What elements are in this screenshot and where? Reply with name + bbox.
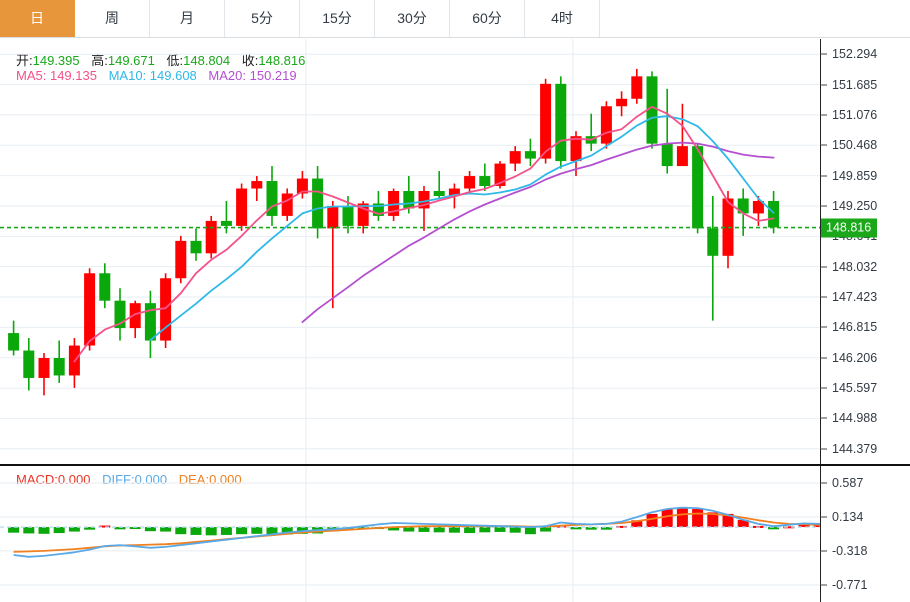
price-axis-label: 151.685 [832,77,878,92]
ohlc-legend: 开:149.395 高:149.671 低:148.804 收:148.816 [16,50,305,69]
tab-0[interactable]: 日 [0,0,75,37]
close-value: 148.816 [258,53,306,68]
macd-axis-label: 0.587 [832,475,864,490]
macd-tick-dash [820,550,827,552]
macd-axis-line [820,466,821,602]
price-tick-dash [820,357,827,359]
current-price-badge: 148.816 [821,218,878,238]
price-tick-dash [820,326,827,328]
tab-4[interactable]: 15分 [300,0,375,37]
price-axis-label: 150.468 [832,138,878,153]
price-axis-label: 149.859 [832,168,878,183]
ma10-label: MA10: [108,68,147,83]
price-tick-dash [820,387,827,389]
ma5-label: MA5: [16,68,47,83]
price-tick-dash [820,296,827,298]
price-axis-label: 144.988 [832,411,878,426]
open-value: 149.395 [32,53,80,68]
macd-axis-label: -0.318 [832,543,868,558]
price-axis-label: 152.294 [832,47,878,62]
price-tick-dash [820,53,827,55]
macd-axis-label: 0.134 [832,509,864,524]
price-tick-dash [820,205,827,207]
macd-plot [0,466,820,602]
low-value: 148.804 [183,53,231,68]
high-value: 149.671 [107,53,155,68]
tab-5[interactable]: 30分 [375,0,450,37]
macd-axis: 0.587 0.134 -0.318 -0.771 [820,466,910,602]
tab-7[interactable]: 4时 [525,0,600,37]
ma5-value: 149.135 [49,68,97,83]
price-axis-label: 148.032 [832,259,878,274]
macd-chart-pane[interactable] [0,466,820,602]
timeframe-tabbar: 日周月 5分 15分 30分 60分 4时 [0,0,910,38]
low-label: 低: [166,53,184,68]
price-axis-label: 151.076 [832,107,878,122]
candlestick-plot [0,39,820,464]
close-label: 收: [241,53,259,68]
macd-tick-dash [820,584,827,586]
tab-6[interactable]: 60分 [450,0,525,37]
price-chart-pane[interactable] [0,39,820,464]
price-axis-line [820,39,821,464]
price-tick-dash [820,144,827,146]
high-label: 高: [91,53,108,68]
price-tick-dash [820,266,827,268]
price-axis-label: 144.379 [832,441,878,456]
price-axis-label: 145.597 [832,381,878,396]
ma20-value: 150.219 [249,68,297,83]
price-axis-label: 146.206 [832,350,878,365]
price-tick-dash [820,84,827,86]
ma20-label: MA20: [208,68,246,83]
moving-average-legend: MA5: 149.135 MA10: 149.608 MA20: 150.219 [16,68,297,83]
price-axis-label: 147.423 [832,290,878,305]
price-axis-label: 149.250 [832,198,878,213]
pane-divider [0,464,910,466]
price-tick-dash [820,114,827,116]
tab-1[interactable]: 周 [75,0,150,37]
price-tick-dash [820,417,827,419]
macd-axis-label: -0.771 [832,577,868,592]
price-tick-dash [820,448,827,450]
macd-tick-dash [820,482,827,484]
price-axis-label: 146.815 [832,320,878,335]
tab-2[interactable]: 月 [150,0,225,37]
tab-3[interactable]: 5分 [225,0,300,37]
price-tick-dash [820,175,827,177]
macd-tick-dash [820,516,827,518]
price-axis: 152.294 151.685 151.076 150.468 149.859 149.2… [820,39,910,464]
ma10-value: 149.608 [149,68,197,83]
open-label: 开: [16,53,33,68]
